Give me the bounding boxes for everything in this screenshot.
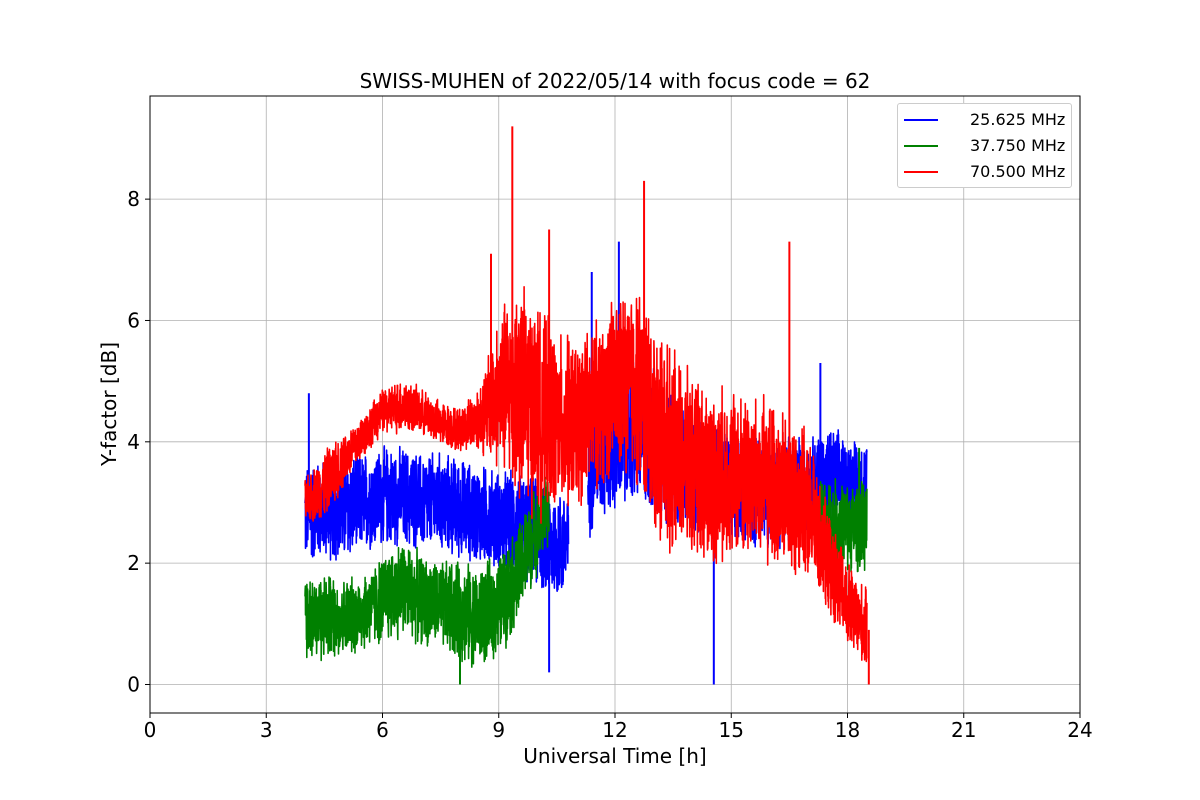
y-tick-label: 4	[127, 430, 140, 454]
x-tick-label: 15	[719, 718, 744, 742]
legend-item-series-1: 25.625 MHz	[904, 110, 1069, 130]
chart-title: SWISS-MUHEN of 2022/05/14 with focus cod…	[360, 69, 871, 93]
legend-swatch	[904, 119, 938, 121]
legend-item-series-3: 70.500 MHz	[904, 162, 1069, 182]
x-tick-label: 18	[835, 718, 860, 742]
legend-swatch	[904, 145, 938, 147]
x-axis-label: Universal Time [h]	[523, 744, 706, 768]
grid	[150, 96, 1080, 713]
x-tick-label: 21	[951, 718, 976, 742]
y-tick-label: 6	[127, 308, 140, 332]
x-tick-label: 6	[376, 718, 389, 742]
x-tick-label: 24	[1067, 718, 1092, 742]
y-tick-label: 0	[127, 672, 140, 696]
legend-label: 25.625 MHz	[970, 110, 1066, 129]
series-layer	[304, 126, 870, 685]
y-tick-label: 2	[127, 551, 140, 575]
x-tick-label: 9	[492, 718, 505, 742]
legend-label: 70.500 MHz	[970, 162, 1066, 181]
legend: 25.625 MHz 37.750 MHz 70.500 MHz	[897, 103, 1072, 188]
y-axis-label: Y-factor [dB]	[97, 342, 121, 467]
x-tick-label: 12	[602, 718, 627, 742]
series-line-3-segment-1	[304, 285, 868, 663]
y-tick-label: 8	[127, 187, 140, 211]
legend-item-series-2: 37.750 MHz	[904, 136, 1069, 156]
series-line-2-segment-1	[304, 476, 550, 668]
x-tick-label: 3	[260, 718, 273, 742]
legend-swatch	[904, 171, 938, 173]
legend-label: 37.750 MHz	[970, 136, 1066, 155]
x-tick-label: 0	[144, 718, 157, 742]
